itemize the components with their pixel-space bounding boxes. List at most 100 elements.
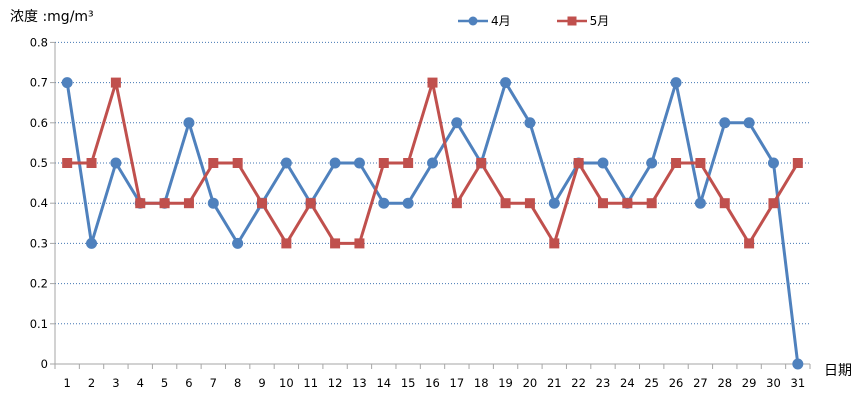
x-tick-label: 2 [88,376,95,390]
y-tick-label: 0.4 [30,196,48,210]
x-tick-label: 3 [112,376,119,390]
x-tick-label: 5 [161,376,168,390]
x-tick-label: 8 [234,376,241,390]
data-point-square [281,238,292,249]
x-tick-label: 11 [303,376,318,390]
x-tick-label: 16 [425,376,440,390]
x-tick-label: 7 [210,376,217,390]
data-point-square [403,158,414,168]
x-tick-label: 9 [258,376,265,390]
data-point-square [232,158,243,168]
data-point-square [305,198,316,209]
x-tick-label: 12 [328,376,343,390]
data-point-square [524,198,535,209]
data-point-circle [597,157,609,169]
data-point-square [135,198,146,209]
data-point-circle [280,157,292,169]
data-point-circle [719,117,731,129]
data-point-circle [743,117,755,129]
data-point-square [476,158,487,168]
data-point-circle [110,157,122,169]
series-1 [62,77,803,249]
legend-circle-marker-icon [458,16,488,25]
x-tick-label: 20 [523,376,538,390]
x-tick-label: 19 [498,376,513,390]
data-point-square [110,77,121,88]
data-point-square [208,158,219,168]
data-point-square [62,158,73,168]
data-point-square [354,238,365,249]
y-tick-label: 0.8 [30,35,48,49]
x-tick-label: 28 [717,376,732,390]
data-point-square [257,198,268,209]
y-tick-label: 0.2 [30,277,48,291]
legend-item-0: 4月 [458,12,511,29]
data-point-square [159,198,170,209]
x-tick-label: 31 [791,376,806,390]
data-point-square [597,198,608,209]
data-point-square [378,158,389,168]
data-point-circle [767,157,779,169]
legend: 4月 5月 [458,12,609,29]
series-0 [61,77,804,370]
data-point-square [183,198,194,209]
data-point-circle [500,77,512,89]
data-point-square [549,238,560,249]
data-point-circle [670,77,682,89]
series-line-0 [65,81,800,366]
x-tick-label: 13 [352,376,367,390]
data-point-square [86,158,97,168]
data-point-square [744,238,755,249]
x-tick-label: 27 [693,376,708,390]
y-tick-label: 0.3 [30,236,48,250]
x-tick-label: 22 [571,376,586,390]
legend-item-1: 5月 [556,12,610,29]
data-point-square [573,158,584,168]
x-tick-label: 18 [474,376,489,390]
data-point-circle [378,197,390,209]
y-tick-label: 0 [41,357,48,371]
x-tick-label: 1 [64,376,71,390]
data-point-circle [792,358,804,370]
data-point-square [500,198,511,209]
data-point-square [330,238,341,249]
y-tick-label: 0.1 [30,317,48,331]
x-tick-label: 23 [596,376,611,390]
data-point-circle [61,77,73,89]
y-tick-label: 0.7 [30,76,48,90]
x-tick-label: 17 [450,376,465,390]
data-point-circle [548,197,560,209]
x-tick-label: 14 [376,376,391,390]
data-point-square [768,198,779,209]
legend-label: 5月 [589,14,610,28]
data-point-square [671,158,682,168]
data-point-circle [427,157,438,169]
x-tick-label: 6 [185,376,192,390]
y-tick-label: 0.6 [30,116,48,130]
data-point-circle [86,237,98,249]
data-point-circle [451,117,463,129]
data-point-square [451,198,462,209]
x-tick-label: 10 [279,376,294,390]
data-point-circle [646,157,658,169]
data-point-circle [183,117,195,129]
data-point-circle [232,237,244,249]
data-point-square [427,77,438,88]
data-point-circle [402,197,414,209]
chart-title: 浓度 :mg/m³ [10,9,94,25]
legend-label: 4月 [491,14,511,28]
x-tick-label: 4 [137,376,144,390]
data-point-circle [524,117,536,129]
data-point-circle [329,157,341,169]
x-axis-title: 日期 [824,363,852,379]
data-point-circle [207,197,219,209]
x-tick-label: 25 [644,376,659,390]
legend-square-marker-icon [556,16,587,25]
data-point-circle [353,157,365,169]
data-point-square [695,158,706,168]
x-tick-label: 15 [401,376,416,390]
data-point-square [622,198,633,209]
x-tick-label: 26 [669,376,684,390]
